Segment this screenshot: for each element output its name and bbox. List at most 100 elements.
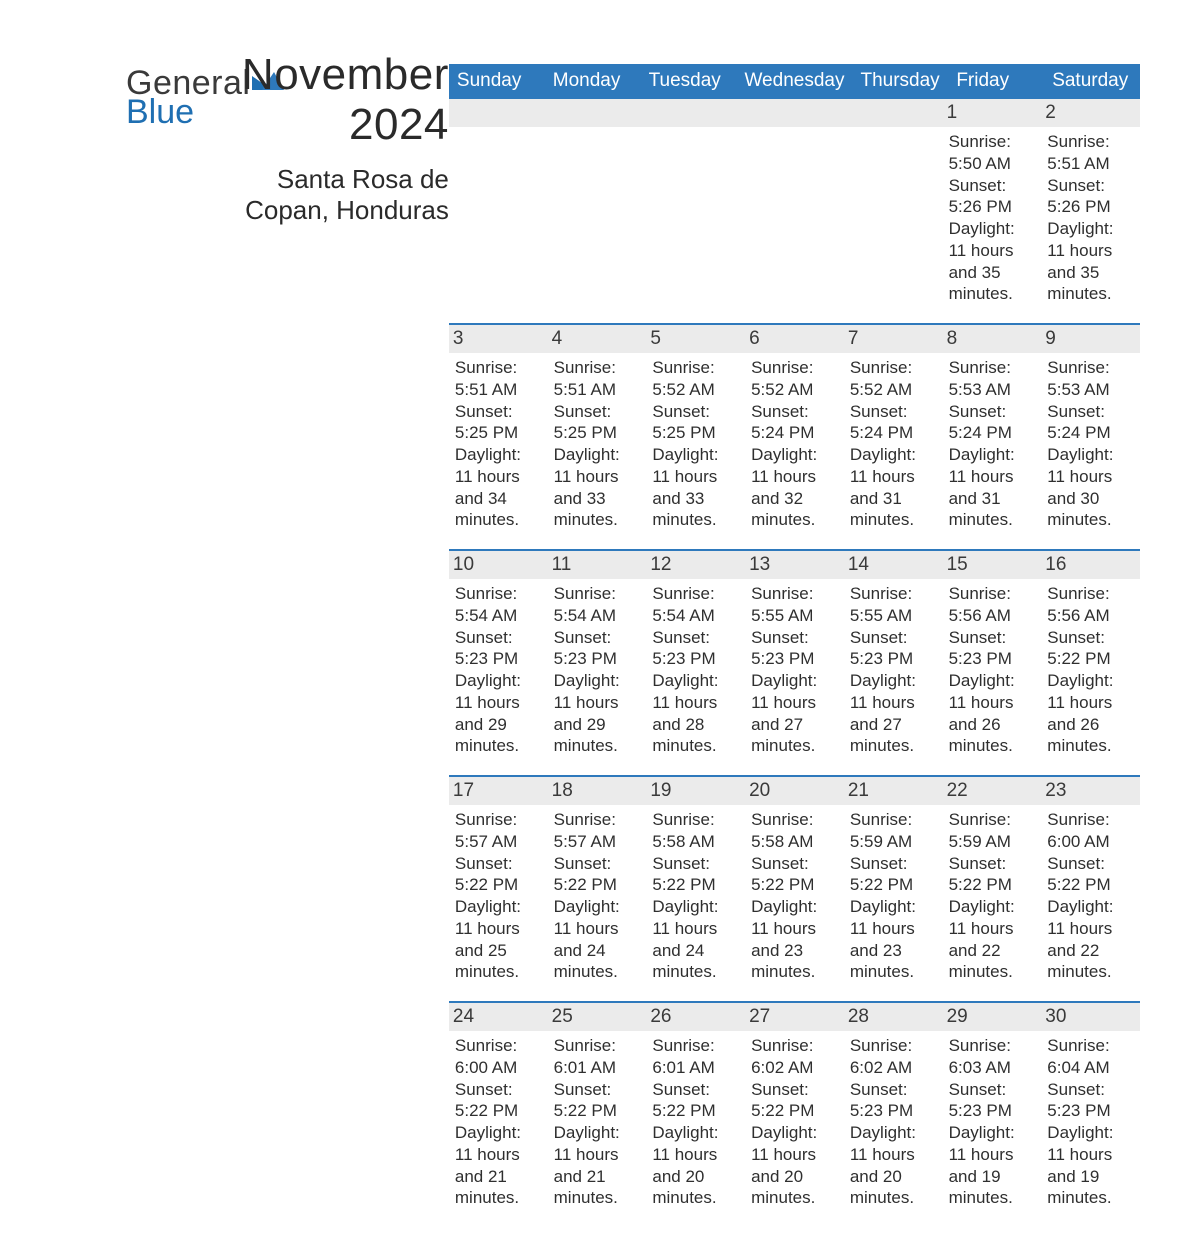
day-cell: 26 Sunrise: 6:01 AMSunset: 5:22 PMDayligh… — [646, 1003, 745, 1227]
sunrise-text: Sunrise: 5:54 AM — [652, 583, 739, 627]
day-number: 29 — [943, 1003, 1042, 1031]
sunrise-text: Sunrise: 5:59 AM — [850, 809, 937, 853]
sunset-text: Sunset: 5:26 PM — [949, 175, 1036, 219]
day-body: Sunrise: 5:57 AMSunset: 5:22 PMDaylight:… — [455, 809, 542, 983]
sunset-text: Sunset: 5:23 PM — [455, 627, 542, 671]
day-of-week-header: SundayMondayTuesdayWednesdayThursdayFrid… — [449, 64, 1140, 99]
day-body: Sunrise: 6:04 AMSunset: 5:23 PMDaylight:… — [1047, 1035, 1134, 1209]
sunset-text: Sunset: 5:23 PM — [949, 1079, 1036, 1123]
sunrise-text: Sunrise: 5:54 AM — [554, 583, 641, 627]
daylight-text: Daylight: 11 hours and 22 minutes. — [1047, 896, 1134, 983]
logo: General Blue — [48, 60, 206, 132]
sunset-text: Sunset: 5:23 PM — [850, 627, 937, 671]
sunset-text: Sunset: 5:22 PM — [455, 1079, 542, 1123]
day-number: 26 — [646, 1003, 745, 1031]
day-body: Sunrise: 5:59 AMSunset: 5:22 PMDaylight:… — [850, 809, 937, 983]
day-cell: 21 Sunrise: 5:59 AMSunset: 5:22 PMDayligh… — [844, 777, 943, 1001]
sunrise-text: Sunrise: 5:54 AM — [455, 583, 542, 627]
day-body: Sunrise: 5:55 AMSunset: 5:23 PMDaylight:… — [751, 583, 838, 757]
day-cell: 25Sunrise: 6:01 AMSunset: 5:22 PMDayligh… — [548, 1003, 647, 1227]
daylight-text: Daylight: 11 hours and 35 minutes. — [949, 218, 1036, 305]
day-cell: 10Sunrise: 5:54 AMSunset: 5:23 PMDayligh… — [449, 551, 548, 775]
day-body: Sunrise: 5:58 AMSunset: 5:22 PMDaylight:… — [652, 809, 739, 983]
day-number: 6 — [745, 325, 844, 353]
day-cell: 30Sunrise: 6:04 AMSunset: 5:23 PMDayligh… — [1041, 1003, 1140, 1227]
day-cell: 7 Sunrise: 5:52 AMSunset: 5:24 PMDaylight… — [844, 325, 943, 549]
daylight-text: Daylight: 11 hours and 30 minutes. — [1047, 444, 1134, 531]
day-number: . — [646, 99, 745, 127]
day-number: 8 — [943, 325, 1042, 353]
sunrise-text: Sunrise: 5:56 AM — [949, 583, 1036, 627]
daylight-text: Daylight: 11 hours and 34 minutes. — [455, 444, 542, 531]
day-body: Sunrise: 5:52 AMSunset: 5:25 PMDaylight:… — [652, 357, 739, 531]
day-number: 5 — [646, 325, 745, 353]
daylight-text: Daylight: 11 hours and 31 minutes. — [850, 444, 937, 531]
day-body: Sunrise: 5:51 AMSunset: 5:25 PMDaylight:… — [455, 357, 542, 531]
day-cell: 2Sunrise: 5:51 AMSunset: 5:26 PMDaylight… — [1041, 99, 1140, 323]
daylight-text: Daylight: 11 hours and 20 minutes. — [751, 1122, 838, 1209]
sunset-text: Sunset: 5:24 PM — [751, 401, 838, 445]
day-cell: 13Sunrise: 5:55 AMSunset: 5:23 PMDayligh… — [745, 551, 844, 775]
day-body: Sunrise: 5:54 AMSunset: 5:23 PMDaylight:… — [652, 583, 739, 757]
sunset-text: Sunset: 5:22 PM — [751, 853, 838, 897]
daylight-text: Daylight: 11 hours and 31 minutes. — [949, 444, 1036, 531]
day-number: 16 — [1041, 551, 1140, 579]
sunset-text: Sunset: 5:23 PM — [554, 627, 641, 671]
day-body: Sunrise: 5:51 AMSunset: 5:25 PMDaylight:… — [554, 357, 641, 531]
day-number: 1 — [943, 99, 1042, 127]
sunrise-text: Sunrise: 5:55 AM — [850, 583, 937, 627]
daylight-text: Daylight: 11 hours and 32 minutes. — [751, 444, 838, 531]
calendar-page: General Blue November 2024 Santa Rosa de… — [0, 0, 1188, 1257]
week-row: 3Sunrise: 5:51 AMSunset: 5:25 PMDaylight… — [449, 323, 1140, 549]
day-cell: 19Sunrise: 5:58 AMSunset: 5:22 PMDayligh… — [646, 777, 745, 1001]
day-number: 14 — [844, 551, 943, 579]
sunset-text: Sunset: 5:25 PM — [652, 401, 739, 445]
sunset-text: Sunset: 5:22 PM — [751, 1079, 838, 1123]
title-block: November 2024 Santa Rosa de Copan, Hondu… — [206, 50, 448, 226]
sunset-text: Sunset: 5:22 PM — [1047, 853, 1134, 897]
sunrise-text: Sunrise: 5:53 AM — [1047, 357, 1134, 401]
day-body: Sunrise: 6:02 AMSunset: 5:23 PMDaylight:… — [850, 1035, 937, 1209]
day-body: Sunrise: 5:53 AMSunset: 5:24 PMDaylight:… — [949, 357, 1036, 531]
daylight-text: Daylight: 11 hours and 29 minutes. — [455, 670, 542, 757]
day-number: 2 — [1041, 99, 1140, 127]
day-cell: 23Sunrise: 6:00 AMSunset: 5:22 PMDayligh… — [1041, 777, 1140, 1001]
day-body: Sunrise: 5:52 AMSunset: 5:24 PMDaylight:… — [850, 357, 937, 531]
sunrise-text: Sunrise: 5:59 AM — [949, 809, 1036, 853]
daylight-text: Daylight: 11 hours and 22 minutes. — [949, 896, 1036, 983]
day-number: 21 — [844, 777, 943, 805]
day-body: Sunrise: 5:54 AMSunset: 5:23 PMDaylight:… — [554, 583, 641, 757]
sunrise-text: Sunrise: 5:56 AM — [1047, 583, 1134, 627]
day-cell: . — [844, 99, 943, 323]
day-number: 15 — [943, 551, 1042, 579]
day-cell: 24Sunrise: 6:00 AMSunset: 5:22 PMDayligh… — [449, 1003, 548, 1227]
day-number: . — [548, 99, 647, 127]
day-cell: . — [449, 99, 548, 323]
day-body: Sunrise: 6:01 AMSunset: 5:22 PMDaylight:… — [652, 1035, 739, 1209]
sunrise-text: Sunrise: 6:02 AM — [850, 1035, 937, 1079]
day-number: 27 — [745, 1003, 844, 1031]
daylight-text: Daylight: 11 hours and 24 minutes. — [554, 896, 641, 983]
sunset-text: Sunset: 5:22 PM — [554, 1079, 641, 1123]
day-body: Sunrise: 5:52 AMSunset: 5:24 PMDaylight:… — [751, 357, 838, 531]
day-number: 4 — [548, 325, 647, 353]
day-cell: 14 Sunrise: 5:55 AMSunset: 5:23 PMDayligh… — [844, 551, 943, 775]
sunset-text: Sunset: 5:24 PM — [949, 401, 1036, 445]
sunrise-text: Sunrise: 5:51 AM — [455, 357, 542, 401]
sunset-text: Sunset: 5:23 PM — [751, 627, 838, 671]
daylight-text: Daylight: 11 hours and 28 minutes. — [652, 670, 739, 757]
dow-cell: Wednesday — [736, 64, 852, 99]
sunset-text: Sunset: 5:25 PM — [455, 401, 542, 445]
day-body: Sunrise: 5:59 AMSunset: 5:22 PMDaylight:… — [949, 809, 1036, 983]
day-body: Sunrise: 6:02 AMSunset: 5:22 PMDaylight:… — [751, 1035, 838, 1209]
day-body: Sunrise: 5:55 AMSunset: 5:23 PMDaylight:… — [850, 583, 937, 757]
day-number: 7 — [844, 325, 943, 353]
daylight-text: Daylight: 11 hours and 33 minutes. — [554, 444, 641, 531]
dow-cell: Tuesday — [641, 64, 737, 99]
day-number: 18 — [548, 777, 647, 805]
sunset-text: Sunset: 5:25 PM — [554, 401, 641, 445]
sunrise-text: Sunrise: 6:00 AM — [1047, 809, 1134, 853]
day-number: 3 — [449, 325, 548, 353]
location-label: Santa Rosa de Copan, Honduras — [206, 164, 448, 226]
sunrise-text: Sunrise: 5:58 AM — [751, 809, 838, 853]
